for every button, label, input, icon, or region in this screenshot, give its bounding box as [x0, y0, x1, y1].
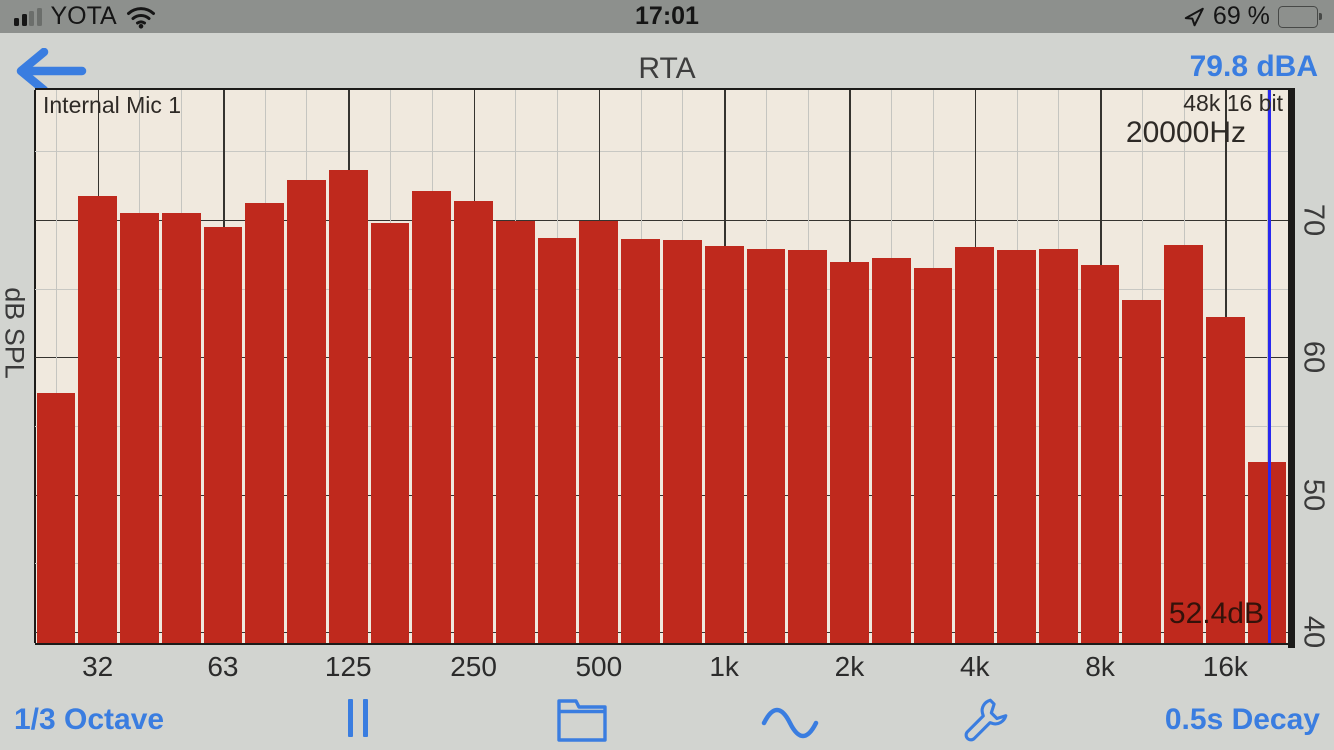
- carrier-label: YOTA: [50, 2, 117, 30]
- spectrum-bar-630[interactable]: [621, 239, 660, 643]
- spectrum-bar-3.15k[interactable]: [913, 267, 953, 643]
- battery-icon: [1277, 5, 1322, 28]
- x-tick-label-4k: 4k: [959, 651, 990, 682]
- spectrum-bar-2.5k[interactable]: [871, 258, 911, 643]
- spectrum-bar-400[interactable]: [537, 237, 577, 643]
- y-axis-title: dB SPL: [0, 287, 30, 379]
- y-tick-label-50: 50: [1297, 478, 1330, 511]
- spectrum-bar-80[interactable]: [245, 203, 285, 643]
- x-tick-label-63: 63: [207, 651, 239, 682]
- input-source-label: Internal Mic 1: [43, 92, 182, 118]
- gridline-h-75: [35, 151, 1288, 153]
- spectrum-bar-5k[interactable]: [997, 250, 1036, 643]
- spectrum-bar-800[interactable]: [663, 240, 702, 643]
- spectrum-bar-12.5k[interactable]: [1164, 244, 1203, 643]
- x-tick-label-32: 32: [82, 651, 114, 682]
- plot-top-border: [35, 88, 1295, 90]
- x-tick-label-250: 250: [450, 651, 497, 682]
- y-tick-label-60: 60: [1297, 341, 1330, 374]
- gridline-h-60: [35, 357, 1288, 359]
- frequency-cursor[interactable]: [1268, 90, 1272, 643]
- x-tick-label-125: 125: [324, 651, 372, 682]
- plot-right-border: [1288, 88, 1295, 648]
- x-tick-label-16k: 16k: [1202, 651, 1248, 682]
- plot-left-border: [34, 90, 36, 643]
- gridline-h-70: [35, 219, 1288, 221]
- plot-bottom-border: [35, 643, 1295, 645]
- gridline-v-20k: [1267, 90, 1269, 643]
- status-left: YOTA: [14, 0, 156, 33]
- gridline-h-40: [35, 632, 1288, 633]
- cursor-value-label: 52.4dB: [1168, 597, 1264, 630]
- x-tick-label-8k: 8k: [1085, 651, 1115, 682]
- folder-icon[interactable]: [556, 697, 608, 748]
- spectrum-bar-250[interactable]: [454, 200, 493, 643]
- spectrum-bar-40[interactable]: [120, 212, 159, 643]
- spectrum-bar-31.5[interactable]: [78, 196, 118, 643]
- spectrum-bar-125[interactable]: [328, 170, 368, 643]
- spectrum-bar-1k[interactable]: [704, 245, 744, 643]
- sample-rate-label: 48k 16 bit: [1183, 90, 1283, 116]
- spectrum-bar-1.6k[interactable]: [788, 250, 828, 643]
- spectrum-bar-2k[interactable]: [830, 262, 869, 643]
- spectrum-bar-4k[interactable]: [955, 247, 995, 643]
- spectrum-bar-500[interactable]: [579, 221, 619, 643]
- wifi-icon: [126, 6, 155, 29]
- gridline-h-65: [35, 288, 1288, 290]
- spectrum-bar-6.3k[interactable]: [1038, 248, 1078, 643]
- sine-generator-icon[interactable]: [760, 705, 820, 746]
- x-tick-label-500: 500: [575, 651, 623, 682]
- x-tick-label-2k: 2k: [834, 651, 865, 682]
- spectrum-bar-25[interactable]: [36, 392, 76, 643]
- x-tick-label-1k: 1k: [709, 651, 739, 682]
- spectrum-bar-160[interactable]: [370, 222, 410, 643]
- spectrum-bar-20k[interactable]: [1247, 461, 1287, 643]
- y-tick-label-70: 70: [1297, 203, 1330, 236]
- decay-setting-button[interactable]: 0.5s Decay: [1164, 703, 1320, 736]
- rta-spectrum-plot[interactable]: Internal Mic 1 48k 16 bit 20000Hz 52.4dB: [35, 90, 1288, 643]
- spectrum-bar-315[interactable]: [495, 221, 535, 643]
- status-right: 69 %: [1183, 0, 1322, 33]
- gridline-h-50: [35, 494, 1288, 496]
- spectrum-bar-10k[interactable]: [1122, 299, 1162, 643]
- spectrum-bar-63[interactable]: [203, 226, 243, 643]
- spectrum-bar-8k[interactable]: [1080, 265, 1120, 643]
- page-title: RTA: [638, 52, 696, 85]
- bottom-toolbar: 1/3 Octave 0.5s Decay: [0, 693, 1334, 750]
- spectrum-bar-50[interactable]: [161, 212, 201, 643]
- gridline-h-55: [35, 425, 1288, 427]
- y-tick-label-40: 40: [1297, 615, 1330, 649]
- pause-icon[interactable]: [348, 699, 368, 737]
- status-bar: YOTA 17:01 69 %: [0, 0, 1334, 33]
- location-icon: [1184, 7, 1204, 26]
- spl-dba-readout[interactable]: 79.8 dBA: [1189, 50, 1318, 83]
- spectrum-bar-200[interactable]: [412, 190, 452, 643]
- cellular-signal-icon: [14, 7, 42, 26]
- cursor-frequency-label: 20000Hz: [1125, 116, 1246, 149]
- spectrum-bar-16k[interactable]: [1205, 317, 1245, 643]
- battery-percent-label: 69 %: [1212, 2, 1270, 30]
- back-button[interactable]: [12, 48, 90, 94]
- spectrum-bar-100[interactable]: [287, 180, 326, 643]
- gridline-h-45: [35, 563, 1288, 565]
- spectrum-bar-1.25k[interactable]: [746, 248, 786, 643]
- octave-mode-button[interactable]: 1/3 Octave: [14, 703, 165, 736]
- clock: 17:01: [635, 2, 699, 30]
- gridline-v-25: [55, 90, 57, 643]
- wrench-icon[interactable]: [958, 695, 1008, 750]
